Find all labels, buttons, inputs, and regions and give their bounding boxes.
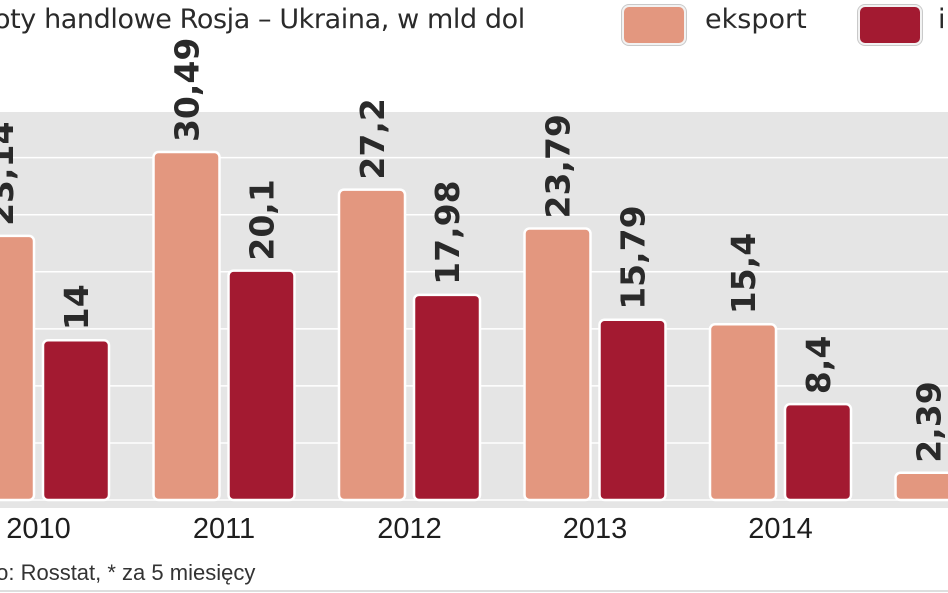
chart-title: oty handlowe Rosja – Ukraina, w mld dol <box>0 4 525 35</box>
value-label-2013-i: 15,79 <box>614 205 653 309</box>
value-label-2012-eksport: 27,2 <box>353 98 392 179</box>
bar-2011-i <box>227 269 296 502</box>
value-label-2014-i: 8,4 <box>799 336 838 394</box>
x-axis: 2010201120122013201420 <box>0 513 948 592</box>
bar-20-eksport <box>894 471 948 502</box>
bar-2012-i <box>412 293 482 502</box>
bar-2014-eksport <box>708 323 778 502</box>
x-tick-label-2011: 2011 <box>193 513 255 545</box>
value-label-2013-eksport: 23,79 <box>539 114 578 218</box>
legend-swatch-import <box>858 5 922 45</box>
bar-2014-i <box>783 402 853 502</box>
x-tick-label-2014: 2014 <box>748 513 813 545</box>
value-labels: 23,14 14 30,49 20,1 27,2 17,98 23,79 15,79 15,4 8… <box>0 38 948 463</box>
x-tick-label-2010: 2010 <box>6 513 71 545</box>
value-label-2011-eksport: 30,49 <box>168 38 207 142</box>
value-label-2011-i: 20,1 <box>243 179 282 260</box>
source-note: to: Rosstat, * za 5 miesięcy <box>0 560 256 585</box>
bar-2013-i <box>598 318 667 502</box>
value-label-2014-eksport: 15,4 <box>724 233 763 314</box>
bar-2010-eksport <box>0 234 36 502</box>
value-label-2010-eksport: 23,14 <box>0 122 21 226</box>
bars <box>0 150 948 502</box>
x-tick-label-2012: 2012 <box>377 513 442 545</box>
value-label-2012-i: 17,98 <box>428 180 467 284</box>
bar-2011-eksport <box>152 150 221 502</box>
x-tick-label-2013: 2013 <box>563 513 628 545</box>
bar-2010-i <box>41 338 111 502</box>
bar-2012-eksport <box>337 188 407 502</box>
legend-label-import: i <box>938 4 946 35</box>
value-label-20-eksport: 2,39 <box>910 381 948 462</box>
legend-label-eksport: eksport <box>705 4 807 35</box>
value-label-2010-i: 14 <box>57 284 96 330</box>
bar-2013-eksport <box>523 227 592 502</box>
legend-swatch-eksport <box>622 5 686 45</box>
